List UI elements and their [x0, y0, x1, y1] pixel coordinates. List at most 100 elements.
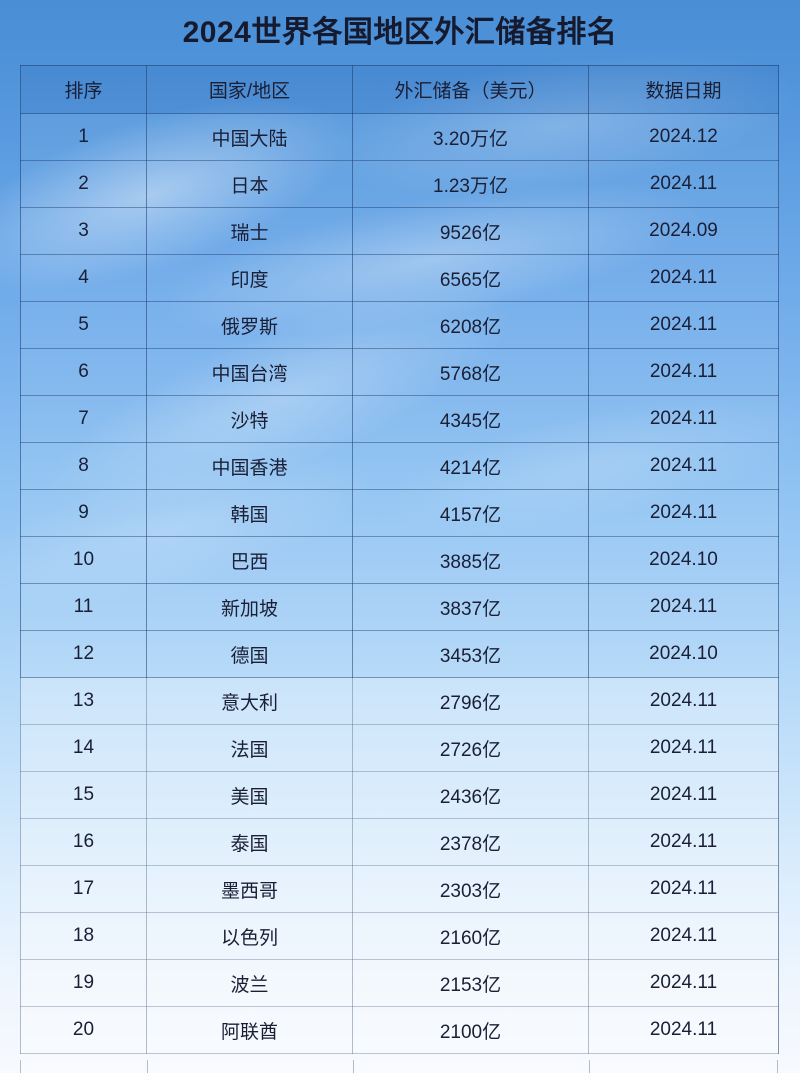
cell-rank: 14	[20, 724, 147, 772]
column-header-date: 数据日期	[588, 65, 779, 114]
table-row: 4 印度 6565亿 2024.11	[20, 254, 779, 302]
cell-value: 2100亿	[352, 1006, 589, 1054]
cell-date: 2024.11	[588, 724, 779, 772]
cell-date: 2024.12	[588, 113, 779, 161]
cell-name: 中国台湾	[146, 348, 353, 396]
table-row: 19 波兰 2153亿 2024.11	[20, 959, 779, 1007]
table-row: 10 巴西 3885亿 2024.10	[20, 536, 779, 584]
cell-rank: 7	[20, 395, 147, 443]
cell-rank: 10	[20, 536, 147, 584]
cell-name: 印度	[146, 254, 353, 302]
cell-name: 美国	[146, 771, 353, 819]
cell-rank: 18	[20, 912, 147, 960]
cell-date: 2024.11	[588, 677, 779, 725]
cell-rank: 6	[20, 348, 147, 396]
cell-rank: 16	[20, 818, 147, 866]
cell-value: 3453亿	[352, 630, 589, 678]
cell-name: 波兰	[146, 959, 353, 1007]
cell-rank: 4	[20, 254, 147, 302]
table-row: 1 中国大陆 3.20万亿 2024.12	[20, 113, 779, 161]
cell-value: 2160亿	[352, 912, 589, 960]
table-row: 14 法国 2726亿 2024.11	[20, 724, 779, 772]
column-divider	[353, 1060, 354, 1073]
cell-name: 韩国	[146, 489, 353, 537]
table-header-row: 排序 国家/地区 外汇储备（美元） 数据日期	[20, 65, 779, 114]
cell-date: 2024.11	[588, 395, 779, 443]
cell-name: 新加坡	[146, 583, 353, 631]
cell-value: 2378亿	[352, 818, 589, 866]
table-row: 20 阿联酋 2100亿 2024.11	[20, 1006, 779, 1054]
cell-date: 2024.11	[588, 1006, 779, 1054]
table-header: 排序 国家/地区 外汇储备（美元） 数据日期	[20, 65, 779, 114]
cell-rank: 1	[20, 113, 147, 161]
cell-name: 法国	[146, 724, 353, 772]
column-divider	[147, 1060, 148, 1073]
cell-rank: 2	[20, 160, 147, 208]
cell-value: 4157亿	[352, 489, 589, 537]
cell-rank: 13	[20, 677, 147, 725]
cell-name: 中国香港	[146, 442, 353, 490]
cell-date: 2024.11	[588, 771, 779, 819]
cell-name: 以色列	[146, 912, 353, 960]
cell-value: 2436亿	[352, 771, 589, 819]
cell-value: 5768亿	[352, 348, 589, 396]
cell-value: 3.20万亿	[352, 113, 589, 161]
cell-rank: 3	[20, 207, 147, 255]
cell-date: 2024.09	[588, 207, 779, 255]
cell-value: 6208亿	[352, 301, 589, 349]
table-row: 11 新加坡 3837亿 2024.11	[20, 583, 779, 631]
table-row: 17 墨西哥 2303亿 2024.11	[20, 865, 779, 913]
cell-date: 2024.11	[588, 912, 779, 960]
cell-date: 2024.11	[588, 959, 779, 1007]
table-row: 12 德国 3453亿 2024.10	[20, 630, 779, 678]
page-title: 2024世界各国地区外汇储备排名	[182, 16, 618, 49]
cell-name: 日本	[146, 160, 353, 208]
cell-date: 2024.11	[588, 301, 779, 349]
cell-name: 瑞士	[146, 207, 353, 255]
table-row: 7 沙特 4345亿 2024.11	[20, 395, 779, 443]
cell-value: 2726亿	[352, 724, 589, 772]
cell-name: 德国	[146, 630, 353, 678]
cell-value: 6565亿	[352, 254, 589, 302]
cell-name: 意大利	[146, 677, 353, 725]
cell-name: 泰国	[146, 818, 353, 866]
cell-date: 2024.11	[588, 583, 779, 631]
table-row: 13 意大利 2796亿 2024.11	[20, 677, 779, 725]
table-row: 9 韩国 4157亿 2024.11	[20, 489, 779, 537]
column-divider	[589, 1060, 590, 1073]
cell-value: 4345亿	[352, 395, 589, 443]
cell-value: 3837亿	[352, 583, 589, 631]
cell-rank: 20	[20, 1006, 147, 1054]
cell-date: 2024.11	[588, 160, 779, 208]
cell-date: 2024.10	[588, 630, 779, 678]
cell-value: 2153亿	[352, 959, 589, 1007]
cell-rank: 8	[20, 442, 147, 490]
cell-rank: 17	[20, 865, 147, 913]
cell-date: 2024.10	[588, 536, 779, 584]
ranking-table: 排序 国家/地区 外汇储备（美元） 数据日期 1 中国大陆 3.20万亿 2024.1…	[20, 65, 779, 1054]
table-row: 15 美国 2436亿 2024.11	[20, 771, 779, 819]
cell-date: 2024.11	[588, 865, 779, 913]
table-row: 18 以色列 2160亿 2024.11	[20, 912, 779, 960]
cell-value: 1.23万亿	[352, 160, 589, 208]
cell-rank: 15	[20, 771, 147, 819]
table-row: 8 中国香港 4214亿 2024.11	[20, 442, 779, 490]
column-header-name: 国家/地区	[146, 65, 353, 114]
table-row: 6 中国台湾 5768亿 2024.11	[20, 348, 779, 396]
table-row: 2 日本 1.23万亿 2024.11	[20, 160, 779, 208]
cell-name: 沙特	[146, 395, 353, 443]
cell-value: 3885亿	[352, 536, 589, 584]
ranking-table-container: 排序 国家/地区 外汇储备（美元） 数据日期 1 中国大陆 3.20万亿 2024.1…	[20, 65, 779, 1054]
cell-date: 2024.11	[588, 442, 779, 490]
column-header-value: 外汇储备（美元）	[352, 65, 589, 114]
column-header-rank: 排序	[20, 65, 147, 114]
cell-name: 阿联酋	[146, 1006, 353, 1054]
cell-rank: 5	[20, 301, 147, 349]
cell-name: 墨西哥	[146, 865, 353, 913]
cell-rank: 19	[20, 959, 147, 1007]
cell-date: 2024.11	[588, 818, 779, 866]
cell-name: 中国大陆	[146, 113, 353, 161]
cell-value: 2796亿	[352, 677, 589, 725]
table-body: 1 中国大陆 3.20万亿 2024.12 2 日本 1.23万亿 2024.11 3 瑞士 952…	[20, 113, 779, 1054]
